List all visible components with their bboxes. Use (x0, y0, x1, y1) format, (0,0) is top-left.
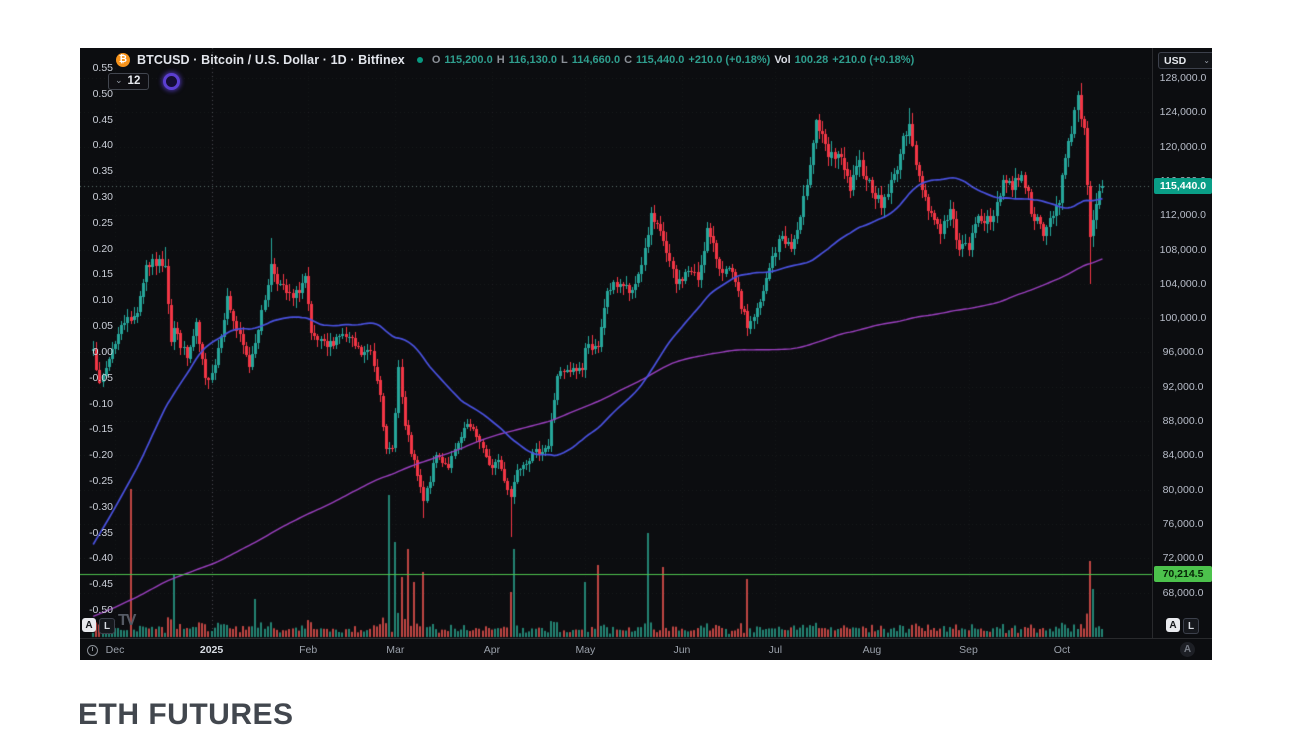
right-axis-price-label: 76,000.0 (1162, 517, 1204, 530)
left-axis-value-label: 0.10 (92, 294, 113, 307)
left-axis-value-label: -0.40 (89, 552, 113, 565)
quote-segment: Vol (774, 54, 791, 66)
left-axis-value-label: -0.50 (89, 604, 113, 616)
chevron-down-icon: ⌄ (1203, 56, 1210, 65)
right-axis-price-label: 72,000.0 (1162, 552, 1204, 565)
left-axis-value-label: 0.55 (92, 62, 113, 74)
right-axis-price-label: 80,000.0 (1162, 483, 1204, 496)
section-heading: ETH FUTURES (78, 698, 294, 731)
trading-chart-window: ₿ BTCUSD · Bitcoin / U.S. Dollar · 1D · … (80, 48, 1212, 660)
symbol-title[interactable]: BTCUSD · Bitcoin / U.S. Dollar · 1D · Bi… (137, 53, 405, 67)
left-axis-value-label: 0.25 (92, 216, 113, 229)
right-axis-price-label: 128,000.0 (1159, 72, 1207, 84)
alert-price-badge[interactable]: 70,214.5 (1154, 565, 1212, 582)
right-axis-price-label: 112,000.0 (1160, 209, 1206, 222)
log-scale-button[interactable]: L (99, 618, 115, 634)
quote-segment: H (496, 54, 505, 66)
year-label: 2025 (199, 644, 224, 656)
month-label: Dec (105, 644, 125, 656)
price-chart-canvas[interactable] (80, 48, 1212, 660)
indicator-orb-icon[interactable] (163, 72, 181, 90)
right-axis-price-label: 100,000.0 (1159, 312, 1207, 325)
quote-segment: L (561, 54, 568, 66)
right-price-axis[interactable]: USD ⌄ 128,000.0124,000.0120,000.0116,000… (1152, 48, 1212, 638)
interval-label: 12 (127, 74, 141, 87)
left-axis-value-label: -0.45 (89, 578, 113, 591)
month-label: Sep (959, 644, 978, 656)
left-scale-buttons: A L (82, 618, 115, 634)
left-axis-value-label: 0.30 (92, 191, 113, 204)
left-axis-value-label: 0.50 (92, 87, 113, 100)
left-axis-value-label: 0.05 (92, 320, 113, 333)
time-axis[interactable]: Dec 2025 Feb Mar Apr May Jun Jul Aug Sep Oct A (80, 638, 1212, 660)
left-axis-value-label: 0.00 (92, 345, 113, 358)
left-axis-value-label: 0.45 (92, 113, 113, 126)
quote-segment: +210.0 (+0.18%) (832, 54, 915, 66)
quote-segment: 115,200.0 (444, 54, 493, 66)
month-label: Jul (768, 644, 783, 656)
quote-segment: 115,440.0 (636, 54, 685, 66)
left-axis-value-label: 0.35 (92, 165, 113, 178)
ohlc-quote-row: O 115,200.0 H 116,130.0 L 114,660.0 C 115,440.0… (432, 54, 914, 66)
left-axis-value-label: -0.20 (89, 449, 113, 462)
quote-segment: C (624, 54, 633, 66)
right-axis-price-label: 108,000.0 (1159, 243, 1207, 256)
month-label: Aug (862, 644, 882, 656)
month-label: Apr (483, 644, 501, 656)
bitcoin-icon: ₿ (116, 53, 130, 67)
left-axis-value-label: 0.40 (92, 139, 113, 152)
right-axis-price-label: 104,000.0 (1159, 277, 1207, 290)
right-scale-buttons: A L (1166, 618, 1199, 634)
right-axis-price-label: 124,000.0 (1159, 106, 1207, 119)
currency-label: USD (1164, 54, 1187, 67)
left-axis-value-label: -0.15 (89, 423, 113, 436)
right-axis-price-label: 96,000.0 (1162, 346, 1204, 359)
left-axis-value-label: -0.30 (89, 500, 113, 513)
quote-segment: 114,660.0 (571, 54, 621, 66)
currency-selector[interactable]: USD ⌄ (1158, 52, 1212, 69)
month-label: Feb (299, 644, 318, 656)
right-axis-price-label: 88,000.0 (1162, 415, 1204, 427)
month-label: Mar (386, 644, 405, 656)
right-axis-price-label: 92,000.0 (1162, 380, 1204, 393)
chevron-down-icon: ⌄ (115, 75, 123, 85)
interval-dropdown[interactable]: ⌄ 12 (108, 72, 150, 90)
quote-segment: O (431, 54, 441, 66)
clock-icon[interactable] (87, 645, 98, 656)
faint-a-icon[interactable]: A (1180, 642, 1195, 657)
left-axis-value-label: 0.15 (92, 268, 113, 281)
quote-segment: +210.0 (+0.18%) (688, 54, 771, 66)
right-axis-price-label: 120,000.0 (1159, 140, 1207, 153)
market-status-dot (416, 57, 423, 63)
month-label: Oct (1053, 644, 1071, 656)
right-axis-price-label: 84,000.0 (1162, 449, 1204, 462)
left-axis-value-label: -0.05 (89, 371, 113, 384)
quote-segment: 116,130.0 (508, 54, 558, 66)
chart-subheader: ⌄ 12 (108, 71, 181, 91)
quote-segment: 100.28 (794, 54, 829, 66)
auto-scale-button[interactable]: A (1166, 618, 1180, 632)
tradingview-logo-watermark[interactable]: TV (118, 612, 137, 629)
left-axis-value-label: -0.35 (89, 526, 113, 539)
left-axis-value-label: -0.10 (89, 397, 113, 410)
right-axis-price-label: 68,000.0 (1162, 586, 1204, 599)
month-label: May (575, 644, 596, 656)
auto-scale-button[interactable]: A (82, 618, 96, 632)
chart-header: ₿ BTCUSD · Bitcoin / U.S. Dollar · 1D · … (116, 52, 914, 68)
left-axis-value-label: 0.20 (92, 242, 113, 255)
month-label: Jun (673, 644, 691, 656)
last-price-badge[interactable]: 115,440.0 (1154, 177, 1212, 194)
log-scale-button[interactable]: L (1183, 618, 1199, 634)
page: { "window": { "title": "BTCUSD · Bitcoin… (78, 48, 1212, 731)
left-axis-value-label: -0.25 (89, 474, 113, 487)
